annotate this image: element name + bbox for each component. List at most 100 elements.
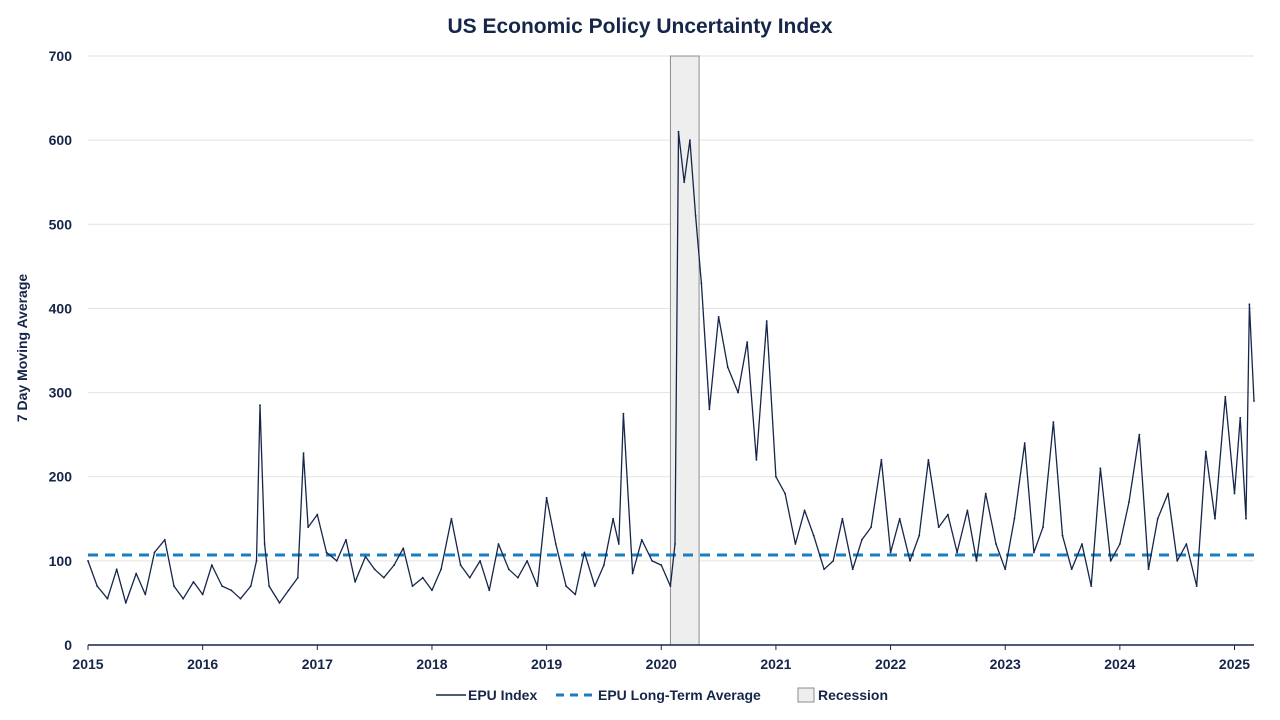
data-point [1253,400,1255,402]
data-point [775,475,777,478]
data-point [841,517,844,520]
data-point [354,580,357,583]
data-point [1245,517,1247,520]
data-point [565,585,567,587]
x-tick-label: 2022 [875,656,906,672]
data-point [230,589,233,592]
data-point [1156,517,1159,520]
data-point [1185,543,1188,545]
y-tick-label: 200 [49,469,73,485]
data-point [765,320,768,322]
legend-swatch-recession [797,687,815,703]
data-point [784,492,786,495]
data-point [302,452,305,455]
data-point [1090,585,1093,587]
data-point [153,551,156,554]
data-point [851,568,854,571]
data-point [1070,568,1073,571]
data-point [717,315,720,318]
data-point [603,564,605,566]
data-point [812,534,815,537]
data-point [651,559,653,562]
legend-label-average: EPU Long-Term Average [598,687,761,703]
data-point [937,526,940,529]
data-point [335,559,338,562]
data-point [382,576,385,579]
x-axis-ticks: 2015 2016 2017 2018 2019 2020 2021 2022 2023 2024… [72,645,1250,672]
data-point [316,513,319,516]
data-point [1147,568,1150,571]
data-point [1233,492,1236,495]
y-axis-title: 7 Day Moving Average [14,274,30,423]
data-point [144,593,147,596]
data-point [574,593,577,596]
data-point [927,458,930,461]
x-tick-label: 2019 [531,656,562,672]
data-point [1176,559,1179,562]
data-point [669,585,672,587]
data-point [612,517,615,520]
x-tick-label: 2018 [416,656,447,672]
data-point [1239,416,1242,419]
data-point [554,543,557,545]
data-point [880,458,883,461]
legend: EPU Index EPU Long-Term Average Recessio… [436,687,888,703]
y-tick-label: 100 [49,553,73,569]
data-point [249,585,252,587]
data-point [239,597,242,600]
data-point [287,589,290,592]
data-point [536,585,539,587]
data-point [268,585,271,587]
data-point [966,509,969,512]
data-point [488,589,491,592]
data-point [115,568,118,571]
data-point [1061,534,1064,537]
data-point [617,543,620,545]
data-point [737,391,739,394]
data-point [263,543,266,545]
data-point [1081,543,1083,545]
data-point [259,404,261,407]
data-point [794,543,797,545]
data-point [683,181,686,184]
data-point [1023,442,1026,444]
y-tick-label: 0 [64,637,72,653]
y-tick-label: 600 [49,132,73,148]
data-point [1248,303,1251,306]
y-tick-label: 300 [49,385,73,401]
data-point [689,139,691,142]
data-point [402,547,405,550]
data-point [497,543,500,545]
data-point [909,559,911,562]
data-point [975,559,978,562]
series-line-epu-index [87,131,1255,604]
data-point [832,559,835,562]
data-point [345,538,347,541]
data-point [526,559,529,562]
data-point [507,568,510,571]
data-point [956,551,958,554]
data-point [450,517,453,520]
recession-band [669,55,700,646]
data-point [946,513,949,516]
data-point [631,572,634,575]
data-point [1167,492,1169,495]
data-point [1032,551,1035,554]
data-point [1099,467,1102,470]
data-point [87,559,89,562]
data-point [593,585,596,587]
data-point [889,551,892,554]
data-point [1004,568,1007,571]
data-point [192,580,195,583]
data-point [124,602,127,604]
data-point [431,589,433,592]
data-point [1224,395,1227,398]
chart-title: US Economic Policy Uncertainty Index [447,15,832,38]
data-point [726,366,729,369]
x-tick-label: 2015 [72,656,103,672]
x-tick-label: 2025 [1219,656,1250,672]
data-point [182,597,185,600]
y-axis-ticks: 0 100 200 300 400 500 600 700 [49,48,73,653]
series-layer [87,130,1255,604]
